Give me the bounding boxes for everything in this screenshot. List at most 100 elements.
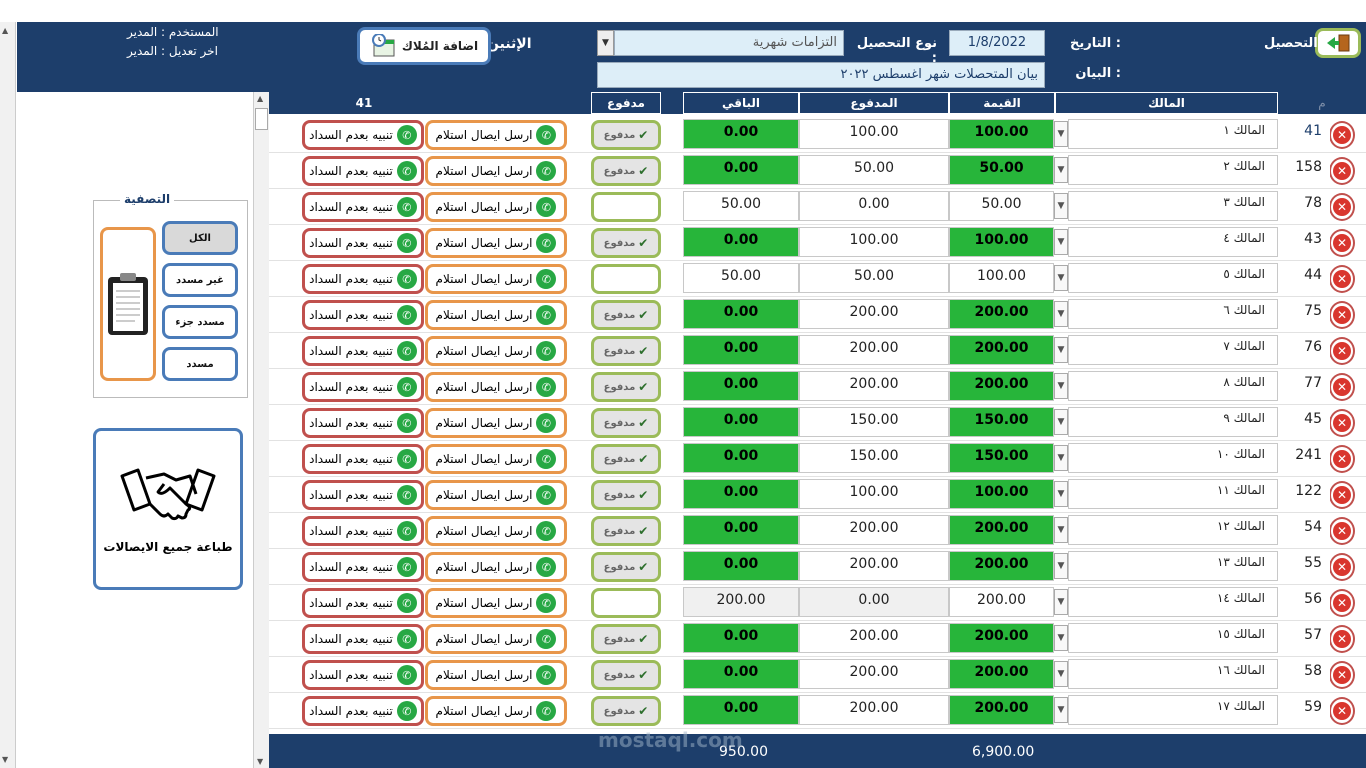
send-receipt-button[interactable]: ارسل ايصال استلام ✆ [425, 336, 567, 366]
delete-row-button[interactable]: ✕ [1329, 193, 1355, 221]
owner-cell[interactable]: المالك ٣ [1068, 191, 1278, 221]
paid-status-button[interactable]: مدفوع ✔ [591, 408, 661, 438]
warn-unpaid-button[interactable]: تنبيه بعدم السداد ✆ [302, 372, 424, 402]
delete-row-button[interactable]: ✕ [1329, 229, 1355, 257]
paid-status-button[interactable]: مدفوع ✔ [591, 696, 661, 726]
owner-dropdown-icon[interactable]: ▼ [1054, 481, 1068, 507]
warn-unpaid-button[interactable]: تنبيه بعدم السداد ✆ [302, 660, 424, 690]
owner-dropdown-icon[interactable]: ▼ [1054, 193, 1068, 219]
delete-row-button[interactable]: ✕ [1329, 121, 1355, 149]
value-cell[interactable]: 200.00 [949, 587, 1054, 617]
value-cell[interactable]: 150.00 [949, 443, 1054, 473]
paid-cell[interactable]: 100.00 [799, 227, 949, 257]
paid-status-button[interactable]: مدفوع ✔ [591, 444, 661, 474]
date-field[interactable]: 1/8/2022 [949, 30, 1045, 56]
value-cell[interactable]: 200.00 [949, 623, 1054, 653]
paid-cell[interactable]: 200.00 [799, 551, 949, 581]
warn-unpaid-button[interactable]: تنبيه بعدم السداد ✆ [302, 336, 424, 366]
owner-dropdown-icon[interactable]: ▼ [1054, 229, 1068, 255]
value-cell[interactable]: 200.00 [949, 515, 1054, 545]
send-receipt-button[interactable]: ارسل ايصال استلام ✆ [425, 516, 567, 546]
value-cell[interactable]: 200.00 [949, 371, 1054, 401]
paid-status-button[interactable]: مدفوع ✔ [591, 552, 661, 582]
paid-cell[interactable]: 200.00 [799, 659, 949, 689]
delete-row-button[interactable]: ✕ [1329, 301, 1355, 329]
add-owners-button[interactable]: اضافة المُلاك [357, 27, 491, 65]
delete-row-button[interactable]: ✕ [1329, 625, 1355, 653]
delete-row-button[interactable]: ✕ [1329, 373, 1355, 401]
delete-row-button[interactable]: ✕ [1329, 481, 1355, 509]
owner-cell[interactable]: المالك ١٤ [1068, 587, 1278, 617]
send-receipt-button[interactable]: ارسل ايصال استلام ✆ [425, 624, 567, 654]
delete-row-button[interactable]: ✕ [1329, 409, 1355, 437]
paid-status-button[interactable]: مدفوع ✔ [591, 156, 661, 186]
owner-cell[interactable]: المالك ١٧ [1068, 695, 1278, 725]
paid-status-button[interactable] [591, 264, 661, 294]
filter-unpaid-button[interactable]: غير مسدد [162, 263, 238, 297]
print-all-button[interactable]: طباعة جميع الايصالات [93, 428, 243, 590]
paid-status-button[interactable]: مدفوع ✔ [591, 516, 661, 546]
filter-partial-button[interactable]: مسدد جزء [162, 305, 238, 339]
outer-scrollbar[interactable]: ▲ ▼ [0, 22, 16, 768]
delete-row-button[interactable]: ✕ [1329, 445, 1355, 473]
paid-cell[interactable]: 150.00 [799, 443, 949, 473]
owner-cell[interactable]: المالك ٩ [1068, 407, 1278, 437]
value-cell[interactable]: 100.00 [949, 479, 1054, 509]
owner-cell[interactable]: المالك ٥ [1068, 263, 1278, 293]
owner-cell[interactable]: المالك ١٣ [1068, 551, 1278, 581]
value-cell[interactable]: 200.00 [949, 299, 1054, 329]
value-cell[interactable]: 50.00 [949, 155, 1054, 185]
warn-unpaid-button[interactable]: تنبيه بعدم السداد ✆ [302, 228, 424, 258]
value-cell[interactable]: 100.00 [949, 263, 1054, 293]
paid-cell[interactable]: 200.00 [799, 623, 949, 653]
paid-status-button[interactable]: مدفوع ✔ [591, 624, 661, 654]
paid-status-button[interactable]: مدفوع ✔ [591, 300, 661, 330]
warn-unpaid-button[interactable]: تنبيه بعدم السداد ✆ [302, 264, 424, 294]
owner-cell[interactable]: المالك ٨ [1068, 371, 1278, 401]
warn-unpaid-button[interactable]: تنبيه بعدم السداد ✆ [302, 480, 424, 510]
delete-row-button[interactable]: ✕ [1329, 589, 1355, 617]
grid-scroll-down-icon[interactable]: ▼ [257, 757, 264, 766]
send-receipt-button[interactable]: ارسل ايصال استلام ✆ [425, 588, 567, 618]
send-receipt-button[interactable]: ارسل ايصال استلام ✆ [425, 480, 567, 510]
paid-status-button[interactable]: مدفوع ✔ [591, 660, 661, 690]
filter-all-button[interactable]: الكل [162, 221, 238, 255]
paid-cell[interactable]: 200.00 [799, 299, 949, 329]
value-cell[interactable]: 50.00 [949, 191, 1054, 221]
delete-row-button[interactable]: ✕ [1329, 337, 1355, 365]
value-cell[interactable]: 100.00 [949, 119, 1054, 149]
warn-unpaid-button[interactable]: تنبيه بعدم السداد ✆ [302, 408, 424, 438]
paid-cell[interactable]: 0.00 [799, 191, 949, 221]
delete-row-button[interactable]: ✕ [1329, 157, 1355, 185]
send-receipt-button[interactable]: ارسل ايصال استلام ✆ [425, 120, 567, 150]
grid-scroll-thumb[interactable] [255, 108, 268, 130]
desc-field[interactable]: بيان المتحصلات شهر اغسطس ٢٠٢٢ [597, 62, 1045, 88]
owner-dropdown-icon[interactable]: ▼ [1054, 409, 1068, 435]
value-cell[interactable]: 200.00 [949, 551, 1054, 581]
send-receipt-button[interactable]: ارسل ايصال استلام ✆ [425, 264, 567, 294]
value-cell[interactable]: 200.00 [949, 335, 1054, 365]
warn-unpaid-button[interactable]: تنبيه بعدم السداد ✆ [302, 300, 424, 330]
owner-dropdown-icon[interactable]: ▼ [1054, 445, 1068, 471]
owner-dropdown-icon[interactable]: ▼ [1054, 661, 1068, 687]
warn-unpaid-button[interactable]: تنبيه بعدم السداد ✆ [302, 192, 424, 222]
paid-cell[interactable]: 200.00 [799, 335, 949, 365]
owner-cell[interactable]: المالك ١ [1068, 119, 1278, 149]
warn-unpaid-button[interactable]: تنبيه بعدم السداد ✆ [302, 696, 424, 726]
paid-status-button[interactable]: مدفوع ✔ [591, 336, 661, 366]
send-receipt-button[interactable]: ارسل ايصال استلام ✆ [425, 192, 567, 222]
send-receipt-button[interactable]: ارسل ايصال استلام ✆ [425, 696, 567, 726]
send-receipt-button[interactable]: ارسل ايصال استلام ✆ [425, 372, 567, 402]
paid-cell[interactable]: 150.00 [799, 407, 949, 437]
paid-cell[interactable]: 0.00 [799, 587, 949, 617]
paid-status-button[interactable] [591, 192, 661, 222]
scroll-down-icon[interactable]: ▼ [2, 755, 9, 764]
send-receipt-button[interactable]: ارسل ايصال استلام ✆ [425, 408, 567, 438]
delete-row-button[interactable]: ✕ [1329, 517, 1355, 545]
paid-cell[interactable]: 200.00 [799, 515, 949, 545]
owner-cell[interactable]: المالك ١٦ [1068, 659, 1278, 689]
warn-unpaid-button[interactable]: تنبيه بعدم السداد ✆ [302, 516, 424, 546]
paid-status-button[interactable]: مدفوع ✔ [591, 480, 661, 510]
delete-row-button[interactable]: ✕ [1329, 265, 1355, 293]
send-receipt-button[interactable]: ارسل ايصال استلام ✆ [425, 300, 567, 330]
